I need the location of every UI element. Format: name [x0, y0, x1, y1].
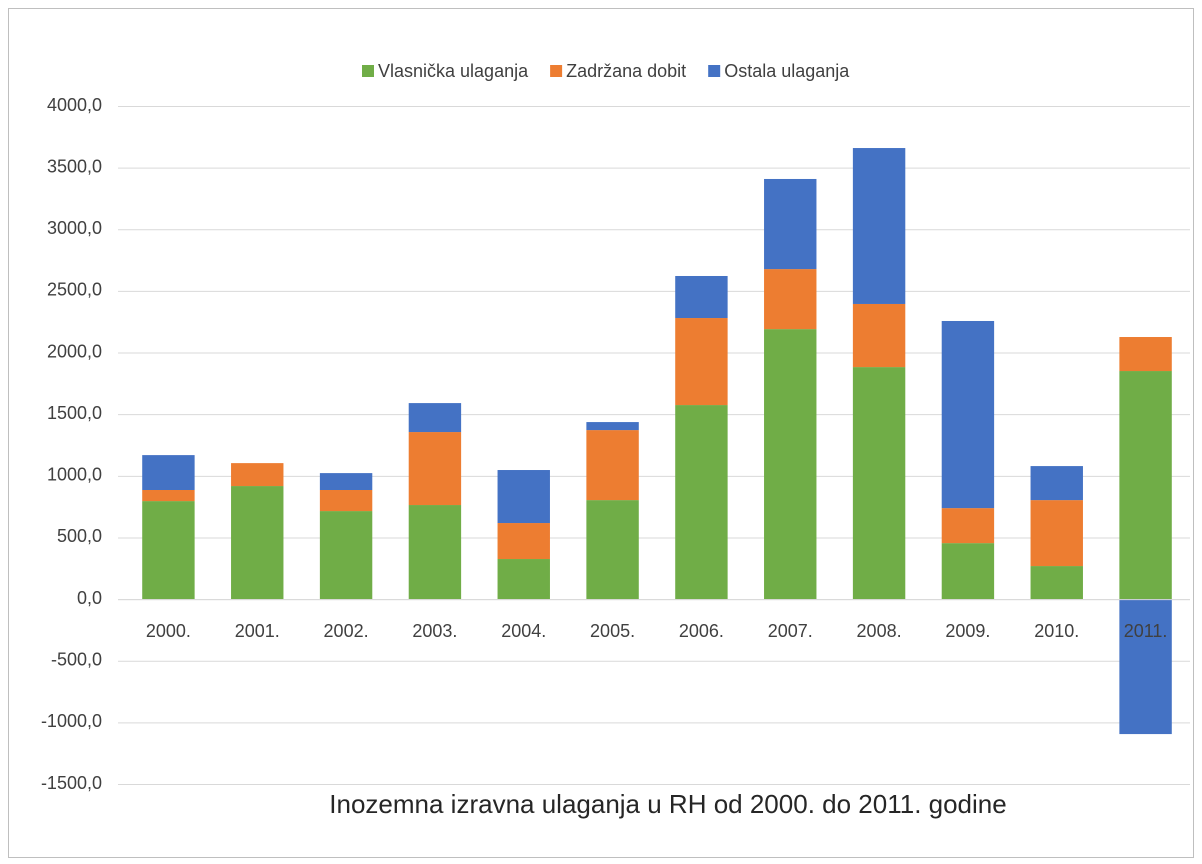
- legend-swatch: [708, 65, 721, 77]
- bar: [675, 275, 728, 319]
- y-tick-label: 1500,0: [47, 403, 102, 423]
- y-tick-label: 1000,0: [47, 465, 102, 485]
- y-tick-label: 500,0: [57, 526, 102, 546]
- bar: [1030, 566, 1083, 600]
- legend-swatch: [550, 65, 563, 77]
- bar: [764, 329, 817, 600]
- bar: [231, 463, 284, 487]
- bar: [1119, 337, 1172, 372]
- y-tick-label: -1000,0: [41, 711, 102, 731]
- bar: [941, 320, 995, 509]
- legend-label: Ostala ulaganja: [724, 61, 850, 81]
- x-tick-label: 2004.: [501, 621, 546, 641]
- bar: [852, 367, 906, 600]
- bar: [142, 489, 195, 502]
- bar: [764, 269, 817, 330]
- bar: [852, 148, 906, 304]
- x-tick-label: 2009.: [945, 621, 990, 641]
- y-tick-label: -1500,0: [41, 773, 102, 793]
- x-tick-label: 2002.: [324, 621, 369, 641]
- bar: [941, 543, 995, 600]
- bar: [586, 500, 639, 600]
- bar: [319, 489, 373, 512]
- bar: [231, 486, 284, 600]
- bar: [1030, 466, 1083, 501]
- y-tick-label: 2000,0: [47, 341, 102, 361]
- y-tick-label: 0,0: [77, 588, 102, 608]
- bar: [142, 501, 195, 600]
- y-tick-label: 2500,0: [47, 280, 102, 300]
- bar: [1119, 371, 1172, 600]
- bar: [675, 318, 728, 406]
- legend-label: Zadržana dobit: [566, 61, 686, 81]
- bar: [586, 422, 639, 431]
- x-tick-label: 2003.: [412, 621, 457, 641]
- bar: [1119, 599, 1172, 735]
- y-tick-label: 4000,0: [47, 95, 102, 115]
- bar: [497, 523, 550, 560]
- bar: [941, 508, 995, 544]
- x-tick-label: 2005.: [590, 621, 635, 641]
- bar: [764, 178, 817, 270]
- legend-swatch: [362, 65, 374, 77]
- bar: [586, 430, 639, 501]
- bar: [319, 511, 373, 600]
- bar: [319, 473, 373, 490]
- x-tick-label: 2008.: [857, 621, 902, 641]
- x-tick-label: 2001.: [235, 621, 280, 641]
- x-tick-label: 2011.: [1124, 621, 1168, 641]
- bar: [408, 505, 462, 600]
- bar: [408, 432, 462, 506]
- y-tick-label: -500,0: [51, 649, 102, 669]
- bar: [852, 303, 906, 368]
- x-tick-label: 2007.: [768, 621, 813, 641]
- bar: [497, 559, 550, 600]
- x-tick-label: 2006.: [679, 621, 724, 641]
- legend-label: Vlasnička ulaganja: [378, 61, 529, 81]
- y-tick-label: 3000,0: [47, 218, 102, 238]
- x-tick-label: 2010.: [1034, 621, 1079, 641]
- bar: [1030, 500, 1083, 567]
- chart-title: Inozemna izravna ulaganja u RH od 2000. …: [329, 789, 1006, 819]
- x-tick-label: 2000.: [146, 621, 191, 641]
- y-tick-label: 3500,0: [47, 156, 102, 176]
- bar: [142, 455, 195, 490]
- bar: [408, 403, 462, 433]
- bar: [497, 470, 550, 524]
- bar: [675, 405, 728, 600]
